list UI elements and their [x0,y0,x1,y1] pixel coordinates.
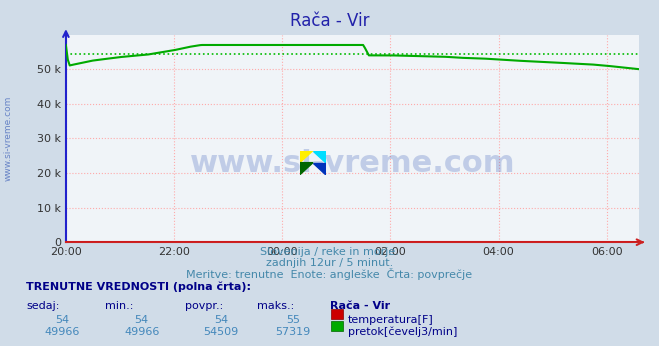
Text: min.:: min.: [105,301,134,311]
Text: povpr.:: povpr.: [185,301,223,311]
Text: 54: 54 [134,315,149,325]
Text: zadnjih 12ur / 5 minut.: zadnjih 12ur / 5 minut. [266,258,393,268]
Text: 54509: 54509 [203,327,239,337]
Polygon shape [300,163,313,175]
Text: Slovenija / reke in morje.: Slovenija / reke in morje. [260,247,399,257]
Polygon shape [313,151,326,163]
Text: 55: 55 [286,315,301,325]
Text: pretok[čevelj3/min]: pretok[čevelj3/min] [348,327,457,337]
Text: Meritve: trenutne  Enote: angleške  Črta: povprečje: Meritve: trenutne Enote: angleške Črta: … [186,268,473,280]
Polygon shape [300,151,313,163]
Text: 54: 54 [214,315,228,325]
Text: 49966: 49966 [45,327,80,337]
Text: maks.:: maks.: [257,301,295,311]
Text: TRENUTNE VREDNOSTI (polna črta):: TRENUTNE VREDNOSTI (polna črta): [26,282,251,292]
Text: Rača - Vir: Rača - Vir [290,12,369,30]
Text: 49966: 49966 [124,327,159,337]
Text: temperatura[F]: temperatura[F] [348,315,434,325]
Text: www.si-vreme.com: www.si-vreme.com [190,149,515,178]
Text: Rača - Vir: Rača - Vir [330,301,389,311]
Text: 54: 54 [55,315,70,325]
Text: 57319: 57319 [275,327,311,337]
Text: sedaj:: sedaj: [26,301,60,311]
Polygon shape [313,163,326,175]
Text: www.si-vreme.com: www.si-vreme.com [4,96,13,181]
